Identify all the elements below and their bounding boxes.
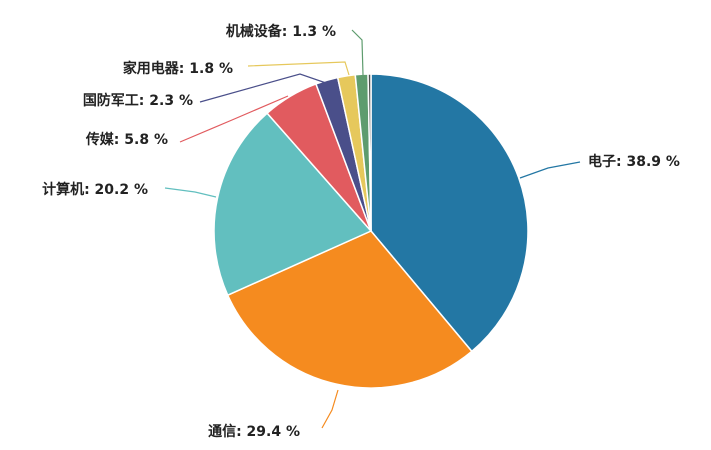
pie-slice-0: [370, 73, 529, 353]
pie-slice-7: [367, 73, 372, 232]
slice-labels: 电子: 38.9 % 通信: 29.4 % 计算机: 20.2 % 传媒: 5.8 %…: [42, 23, 680, 440]
slice-label-5: 家用电器: 1.8 %: [123, 60, 233, 77]
slice-label-4: 国防军工: 2.3 %: [83, 92, 193, 109]
slice-label-6: 机械设备: 1.3 %: [226, 23, 336, 40]
slice-label-1: 通信: 29.4 %: [208, 423, 300, 440]
leader-line-4: [199, 73, 327, 103]
leader-line-0: [519, 161, 581, 179]
pie-slices: [213, 73, 529, 389]
leader-line-5: [247, 61, 350, 76]
slice-label-0: 电子: 38.9 %: [588, 153, 680, 170]
label-leader-lines: [164, 29, 581, 429]
leader-line-2: [164, 187, 217, 198]
pie-slice-1: [226, 230, 473, 389]
leader-line-3: [179, 95, 289, 143]
leader-line-6: [351, 29, 364, 76]
pie-slice-2: [213, 112, 372, 296]
leader-line-1: [321, 389, 339, 429]
slice-label-3: 传媒: 5.8 %: [85, 131, 168, 148]
slice-label-2: 计算机: 20.2 %: [42, 181, 148, 198]
